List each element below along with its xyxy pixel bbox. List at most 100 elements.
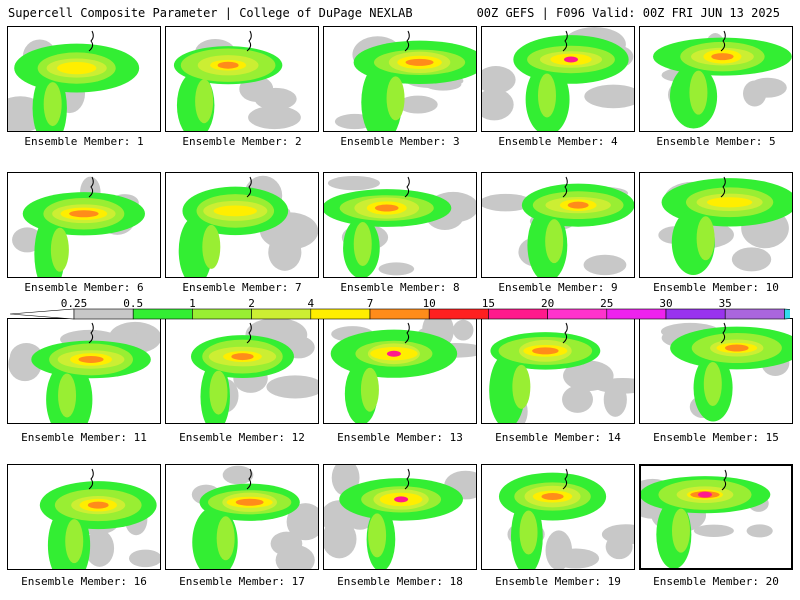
scp-contour-lightgreen: [671, 508, 690, 553]
scp-contour-gray: [327, 175, 380, 191]
scp-contour-lightgreen: [353, 222, 372, 267]
scp-contour-orange: [711, 53, 734, 61]
colorbar-segment: [192, 308, 252, 320]
scp-field-map: [324, 175, 476, 277]
lake-outline: [404, 30, 410, 52]
scp-contour-magenta: [394, 496, 409, 503]
scp-contour-orange: [217, 61, 239, 69]
scp-contour-gray: [601, 524, 634, 545]
lake-outline: [88, 30, 94, 52]
scp-contour-gray: [275, 545, 315, 569]
scp-contour-lightgreen: [58, 373, 77, 418]
scp-contour-lightgreen: [50, 227, 69, 272]
scp-contour-orange: [235, 498, 264, 506]
scp-field-map: [330, 319, 476, 423]
map-panel-member-13: [323, 318, 477, 424]
lake-outline: [562, 468, 568, 490]
scp-contour-orange: [87, 501, 109, 509]
scp-field-map: [489, 322, 634, 423]
scp-contour-gray: [452, 319, 474, 341]
scp-field-map: [190, 319, 318, 423]
panel-label: Ensemble Member: 3: [340, 135, 460, 148]
panel-label: Ensemble Member: 15: [653, 431, 779, 444]
lake-outline: [246, 176, 252, 198]
scp-contour-gray: [135, 329, 160, 344]
scp-contour-gray: [266, 375, 318, 399]
colorbar-segment: [488, 308, 548, 320]
scp-contour-magenta: [386, 350, 401, 357]
colorbar-tick-label: 15: [481, 297, 496, 310]
scp-contour-magenta: [563, 56, 578, 63]
scp-contour-gray: [743, 80, 767, 107]
panel-label: Ensemble Member: 12: [179, 431, 305, 444]
map-panel-member-16: [7, 464, 161, 570]
scp-contour-gray: [583, 254, 627, 276]
scp-contour-green: [178, 216, 213, 277]
panel-label: Ensemble Member: 16: [21, 575, 147, 588]
scp-contour-lightgreen: [368, 513, 387, 558]
lake-outline: [88, 468, 94, 490]
scp-contour-gray: [563, 360, 614, 392]
scp-contour-yellow: [213, 205, 258, 217]
scp-field-map: [8, 30, 140, 131]
colorbar-low-arrow: [10, 308, 75, 320]
lake-outline: [720, 30, 726, 52]
colorbar-tick-label: 4: [307, 297, 315, 310]
scp-field-map: [173, 30, 301, 131]
scp-contour-lightgreen: [386, 76, 405, 121]
map-panel-member-8: [323, 172, 477, 278]
map-panel-member-20: [639, 464, 793, 570]
scp-field-map: [482, 176, 634, 277]
scp-contour-gray: [398, 95, 438, 114]
lake-outline: [720, 176, 726, 198]
map-panel-member-7: [165, 172, 319, 278]
map-panel-member-12: [165, 318, 319, 424]
panel-label: Ensemble Member: 2: [182, 135, 302, 148]
scp-contour-orange: [541, 493, 564, 501]
lake-outline: [721, 469, 727, 491]
colorbar-segment: [132, 308, 193, 320]
colorbar-tick-label: 10: [422, 297, 436, 310]
colorbar-tick-label: 1: [189, 297, 196, 310]
scp-contour-yellow: [706, 197, 753, 208]
colorbar-segment: [369, 308, 430, 320]
lake-outline: [404, 322, 410, 344]
map-panel-member-18: [323, 464, 477, 570]
scp-contour-lightgreen: [65, 519, 84, 564]
map-panel-member-1: [7, 26, 161, 132]
scp-field-map: [178, 175, 318, 277]
colorbar-segment: [310, 308, 371, 320]
scp-contour-lightgreen: [696, 216, 715, 261]
scp-contour-lightgreen: [689, 70, 708, 115]
scp-contour-lightgreen: [519, 510, 538, 555]
scp-contour-lightgreen: [512, 364, 531, 409]
scp-contour-orange: [78, 355, 104, 363]
header-valid-time: 00Z GEFS | F096 Valid: 00Z FRI JUN 13 20…: [476, 6, 780, 20]
scp-contour-orange: [374, 204, 399, 212]
scp-contour-gray: [85, 529, 115, 567]
scp-contour-orange: [532, 347, 559, 355]
scp-contour-orange: [724, 344, 749, 352]
scp-contour-lightgreen: [195, 79, 214, 124]
scp-contour-gray: [584, 84, 634, 109]
map-panel-member-5: [639, 26, 793, 132]
scp-field-map: [660, 322, 792, 422]
colorbar-segment: [547, 308, 608, 320]
colorbar-tick-label: 20: [540, 297, 555, 310]
lake-outline: [88, 322, 94, 344]
scp-field-map: [498, 468, 634, 569]
map-panel-member-10: [639, 172, 793, 278]
panel-label: Ensemble Member: 13: [337, 431, 463, 444]
colorbar-segment: [724, 308, 785, 320]
lake-outline: [720, 322, 726, 344]
scp-contour-yellow: [57, 61, 97, 75]
map-panel-member-19: [481, 464, 635, 570]
colorbar-segment: [784, 308, 790, 320]
colorbar-tick-label: 35: [718, 297, 732, 310]
panel-label: Ensemble Member: 17: [179, 575, 305, 588]
colorbar-tick-label: 0.5: [123, 297, 144, 310]
map-panel-member-14: [481, 318, 635, 424]
map-panel-member-2: [165, 26, 319, 132]
scp-contour-gray: [286, 503, 318, 541]
colorbar-tick-label: 25: [600, 297, 614, 310]
